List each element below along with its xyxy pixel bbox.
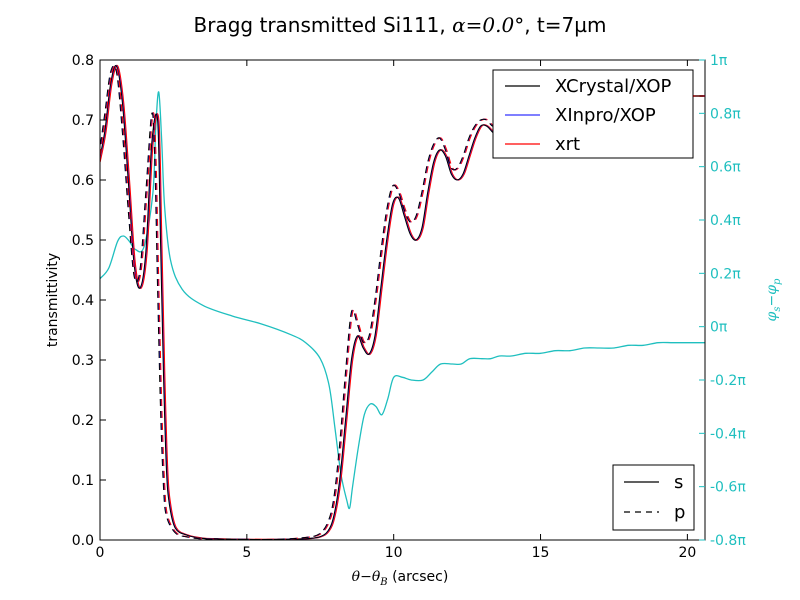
legend-label-s: s <box>674 472 683 493</box>
legend-label-xinpro: XInpro/XOP <box>555 105 656 126</box>
y-tick-label: 0.1 <box>72 473 94 489</box>
legend-sources: XCrystal/XOP XInpro/XOP xrt <box>492 69 694 159</box>
series-line-phase-difference <box>100 91 705 510</box>
y-tick-label: 0.6 <box>72 173 94 189</box>
legend-sources-box <box>492 69 694 159</box>
y2-tick-label: 1π <box>710 53 728 69</box>
y2-tick-label: 0π <box>710 320 728 336</box>
y-tick-label: 0.5 <box>72 233 94 249</box>
x-axis-label: θ−θB (arcsec) <box>352 569 449 588</box>
y2-tick-label: -0.8π <box>710 533 746 549</box>
y-tick-label: 0.4 <box>72 293 94 309</box>
x-tick-label: 15 <box>532 545 550 561</box>
y-tick-label: 0.3 <box>72 353 94 369</box>
x-tick-label: 0 <box>96 545 105 561</box>
y-tick-label: 0.2 <box>72 413 94 429</box>
y2-tick-label: 0.6π <box>710 160 741 176</box>
y-axis-label: transmittivity <box>45 253 61 347</box>
y2-axis-label: φs−φp <box>764 278 783 322</box>
y2-tick-label: -0.2π <box>710 373 746 389</box>
y-tick-label: 0.0 <box>72 533 94 549</box>
legend-polarization-box <box>612 464 695 531</box>
x-tick-label: 20 <box>678 545 696 561</box>
y2-tick-label: -0.4π <box>710 426 746 442</box>
legend-polarization: s p <box>612 464 695 531</box>
chart-title: Bragg transmitted Si111, α=0.0°, t=7µm <box>194 13 607 37</box>
x-tick-label: 5 <box>242 545 251 561</box>
y-tick-label: 0.7 <box>72 113 94 129</box>
y2-tick-label: 0.4π <box>710 213 741 229</box>
y2-tick-label: 0.8π <box>710 106 741 122</box>
legend-label-p: p <box>674 502 685 523</box>
y-tick-label: 0.8 <box>72 53 94 69</box>
legend-label-xcrystal: XCrystal/XOP <box>555 76 672 97</box>
legend-label-xrt: xrt <box>555 134 580 155</box>
y2-tick-label: 0.2π <box>710 266 741 282</box>
axis-ticks: 0 5 10 15 20 0.0 0.1 0.2 0.3 0.4 0.5 0.6 0.7 0.8 -0.8π… <box>72 53 747 561</box>
x-tick-label: 10 <box>385 545 403 561</box>
y2-tick-label: -0.6π <box>710 480 746 496</box>
